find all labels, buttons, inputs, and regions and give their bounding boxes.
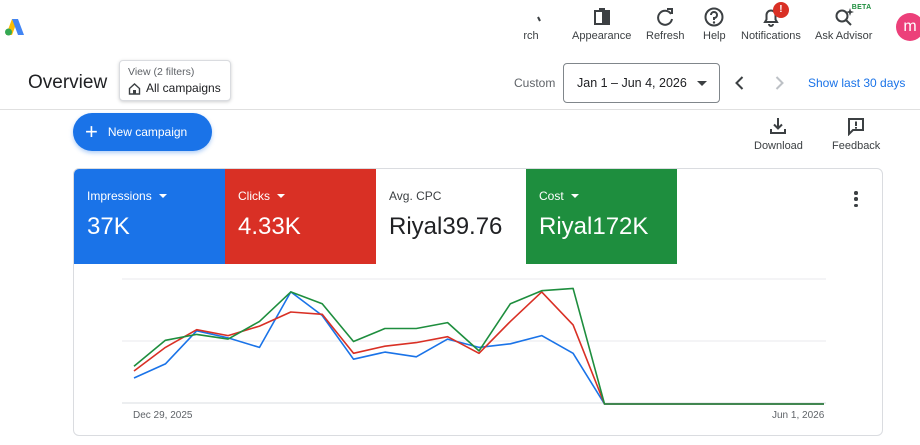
- download-label: Download: [754, 140, 803, 152]
- appearance-icon: [593, 8, 610, 25]
- ask-advisor-button[interactable]: BETA Ask Advisor: [815, 4, 873, 50]
- next-period-arrow-icon[interactable]: [769, 73, 789, 93]
- new-campaign-button[interactable]: + New campaign: [73, 113, 212, 151]
- metric-impressions[interactable]: Impressions 37K: [74, 169, 225, 264]
- metric-name: Impressions: [87, 189, 152, 203]
- view-filter-count: View (2 filters): [128, 66, 195, 78]
- dropdown-arrow-icon: [570, 194, 579, 198]
- search-icon: [537, 16, 541, 22]
- google-ads-logo-icon[interactable]: [4, 18, 26, 36]
- caret-down-icon: [697, 81, 707, 86]
- header-divider: [0, 109, 920, 110]
- series-line-2: [133, 287, 824, 405]
- appearance-label: Appearance: [572, 30, 632, 42]
- notifications-button[interactable]: ! Notifications: [741, 2, 801, 50]
- metric-avg-cpc[interactable]: Avg. CPC Riyal39.76: [376, 169, 527, 264]
- refresh-button[interactable]: Refresh: [646, 6, 685, 50]
- search-label: rch: [523, 30, 539, 42]
- advisor-search-icon: [835, 8, 854, 26]
- plus-icon: +: [85, 119, 98, 144]
- show-last-30-days-link[interactable]: Show last 30 days: [808, 76, 906, 90]
- date-range-value: Jan 1 – Jun 4, 2026: [577, 76, 687, 90]
- notifications-label: Notifications: [741, 30, 801, 42]
- dropdown-arrow-icon: [277, 194, 285, 198]
- series-line-0: [133, 291, 824, 405]
- dropdown-arrow-icon: [158, 194, 167, 198]
- x-axis-start-label: Dec 29, 2025: [133, 410, 193, 421]
- ask-advisor-label: Ask Advisor: [815, 30, 873, 42]
- metric-value: 4.33K: [238, 213, 301, 240]
- top-bar: rch Appearance Refresh Help: [0, 0, 920, 56]
- feedback-icon: [848, 118, 865, 136]
- view-filter-label: All campaigns: [146, 81, 221, 95]
- download-button[interactable]: Download: [754, 116, 803, 152]
- x-axis-end-label: Jun 1, 2026: [772, 410, 825, 421]
- metric-clicks[interactable]: Clicks 4.33K: [225, 169, 376, 264]
- notifications-badge: !: [772, 2, 789, 18]
- beta-tag: BETA: [851, 4, 872, 11]
- date-range-select[interactable]: Jan 1 – Jun 4, 2026: [563, 63, 720, 103]
- metric-name: Cost: [539, 189, 564, 203]
- feedback-label: Feedback: [832, 140, 881, 152]
- home-icon: [128, 82, 141, 95]
- help-label: Help: [703, 30, 726, 42]
- refresh-label: Refresh: [646, 30, 685, 42]
- metric-value: Riyal39.76: [389, 213, 503, 240]
- metric-value: Riyal172K: [539, 213, 649, 240]
- download-icon: [770, 118, 787, 134]
- help-button[interactable]: Help: [703, 6, 726, 50]
- avatar[interactable]: m: [896, 13, 920, 41]
- date-range-type: Custom: [514, 76, 556, 90]
- page-title: Overview: [28, 72, 108, 93]
- series-layer: [133, 287, 824, 405]
- view-filter-selector[interactable]: View (2 filters) All campaigns: [119, 60, 231, 101]
- previous-period-arrow-icon[interactable]: [730, 73, 750, 93]
- search-button[interactable]: rch: [520, 6, 542, 50]
- metric-cost[interactable]: Cost Riyal172K: [526, 169, 677, 264]
- refresh-icon: [657, 8, 674, 26]
- line-chart: [122, 278, 826, 405]
- metric-name: Clicks: [238, 189, 270, 203]
- bell-icon: [763, 9, 779, 27]
- feedback-button[interactable]: Feedback: [832, 116, 880, 152]
- metric-name: Avg. CPC: [389, 189, 442, 203]
- metric-value: 37K: [87, 213, 130, 240]
- performance-chart-card: Impressions 37K Clicks 4.33K Avg. CPC Ri…: [73, 168, 883, 436]
- new-campaign-label: New campaign: [107, 125, 188, 139]
- help-icon: [704, 7, 724, 27]
- more-options-icon[interactable]: [850, 189, 862, 209]
- appearance-button[interactable]: Appearance: [572, 6, 631, 50]
